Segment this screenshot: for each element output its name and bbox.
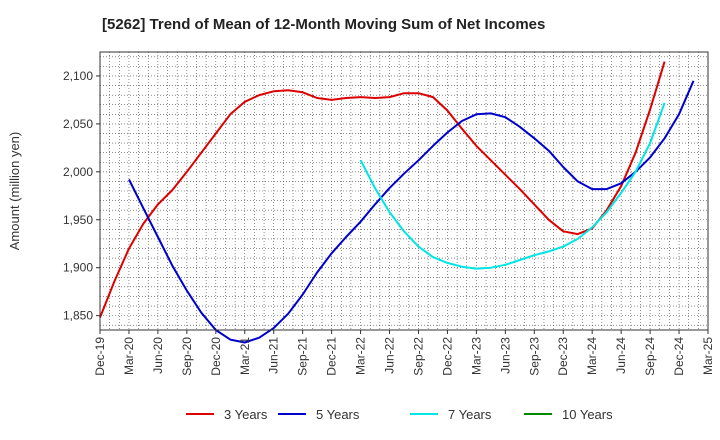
x-tick-label: Sep-24 <box>643 337 657 376</box>
x-tick-label: Dec-24 <box>672 337 686 376</box>
y-tick-label: 1,900 <box>63 261 93 275</box>
legend-label-5-years: 5 Years <box>316 407 360 422</box>
y-tick-label: 1,950 <box>63 213 93 227</box>
y-axis-title: Amount (million yen) <box>7 132 22 251</box>
x-tick-label: Dec-23 <box>556 337 570 376</box>
x-tick-label: Mar-25 <box>701 337 715 375</box>
x-tick-label: Sep-22 <box>411 337 425 376</box>
x-tick-label: Mar-24 <box>585 337 599 375</box>
legend-label-3-years: 3 Years <box>224 407 268 422</box>
x-tick-label: Mar-23 <box>469 337 483 375</box>
chart-title: [5262] Trend of Mean of 12-Month Moving … <box>102 16 546 33</box>
x-tick-label: Dec-20 <box>209 337 223 376</box>
x-tick-label: Dec-19 <box>93 337 107 376</box>
x-tick-label: Jun-22 <box>383 337 397 374</box>
series-line-7-years <box>359 102 666 270</box>
x-tick-label: Jun-24 <box>614 337 628 374</box>
x-tick-label: Dec-21 <box>325 337 339 376</box>
x-tick-label: Dec-22 <box>440 337 454 376</box>
series-line-3-years <box>99 61 666 318</box>
legend-label-10-years: 10 Years <box>562 407 613 422</box>
y-tick-label: 2,000 <box>63 165 93 179</box>
x-tick-label: Mar-20 <box>122 337 136 375</box>
x-tick-label: Sep-20 <box>180 337 194 376</box>
y-tick-label: 2,100 <box>63 69 93 83</box>
legend-label-7-years: 7 Years <box>448 407 492 422</box>
y-tick-label: 1,850 <box>63 309 93 323</box>
series-line-5-years <box>128 80 695 344</box>
x-tick-label: Jun-21 <box>267 337 281 374</box>
x-tick-label: Sep-21 <box>296 337 310 376</box>
x-tick-label: Mar-21 <box>238 337 252 375</box>
x-tick-label: Jun-20 <box>151 337 165 374</box>
x-tick-label: Sep-23 <box>527 337 541 376</box>
plot-border <box>99 51 709 331</box>
y-tick-label: 2,050 <box>63 117 93 131</box>
x-tick-label: Jun-23 <box>498 337 512 374</box>
x-tick-label: Mar-22 <box>354 337 368 375</box>
